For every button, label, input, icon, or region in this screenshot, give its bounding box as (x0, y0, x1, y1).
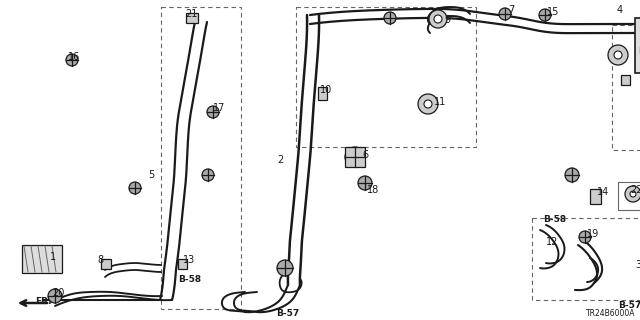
Circle shape (429, 10, 447, 28)
Text: 5: 5 (148, 170, 154, 180)
Circle shape (434, 15, 442, 23)
Bar (186, 13, 198, 23)
Text: B-57: B-57 (276, 309, 300, 318)
Text: 14: 14 (597, 187, 609, 197)
Text: B-57: B-57 (618, 301, 640, 310)
Bar (345, 147, 365, 167)
Text: 21: 21 (185, 9, 197, 19)
Bar (532, 218, 640, 300)
Text: 17: 17 (213, 103, 225, 113)
Text: B-17-20: B-17-20 (638, 47, 640, 57)
Text: 2: 2 (277, 155, 284, 165)
Text: B-58: B-58 (543, 215, 566, 225)
Circle shape (345, 147, 365, 167)
Text: 12: 12 (546, 237, 558, 247)
Text: 11: 11 (434, 97, 446, 107)
Bar (635, 18, 640, 73)
Bar (612, 25, 640, 150)
Bar (590, 189, 601, 204)
Circle shape (539, 9, 551, 21)
Text: 18: 18 (367, 185, 380, 195)
Text: 4: 4 (617, 5, 623, 15)
Text: TR24B6000A: TR24B6000A (586, 309, 636, 318)
Text: 15: 15 (547, 7, 559, 17)
Text: 20: 20 (52, 288, 65, 298)
Text: 1: 1 (50, 252, 56, 262)
Circle shape (418, 94, 438, 114)
Text: FR.: FR. (35, 298, 51, 307)
Circle shape (48, 289, 62, 303)
Circle shape (129, 182, 141, 194)
Circle shape (499, 8, 511, 20)
Bar (101, 259, 111, 269)
Bar (161, 7, 241, 309)
Bar (318, 87, 327, 100)
Bar (618, 182, 640, 210)
Bar (22, 245, 62, 273)
Text: 10: 10 (320, 85, 332, 95)
Text: B-58: B-58 (178, 276, 201, 284)
Text: 7: 7 (508, 5, 515, 15)
Circle shape (66, 54, 78, 66)
Circle shape (277, 260, 293, 276)
Text: 16: 16 (68, 52, 80, 62)
Circle shape (424, 100, 432, 108)
Text: 22: 22 (630, 185, 640, 195)
Circle shape (358, 176, 372, 190)
Bar (296, 7, 476, 147)
Text: 3: 3 (635, 260, 640, 270)
Circle shape (202, 169, 214, 181)
Circle shape (384, 12, 396, 24)
Circle shape (614, 51, 622, 59)
Text: 6: 6 (362, 150, 368, 160)
Circle shape (625, 186, 640, 202)
Circle shape (207, 106, 219, 118)
Text: 13: 13 (183, 255, 195, 265)
Text: 8: 8 (97, 255, 103, 265)
Circle shape (579, 231, 591, 243)
Circle shape (565, 168, 579, 182)
Bar (621, 75, 630, 85)
Circle shape (630, 191, 636, 197)
Bar (178, 259, 187, 269)
Text: 9: 9 (444, 15, 450, 25)
Circle shape (608, 45, 628, 65)
Text: 19: 19 (587, 229, 599, 239)
